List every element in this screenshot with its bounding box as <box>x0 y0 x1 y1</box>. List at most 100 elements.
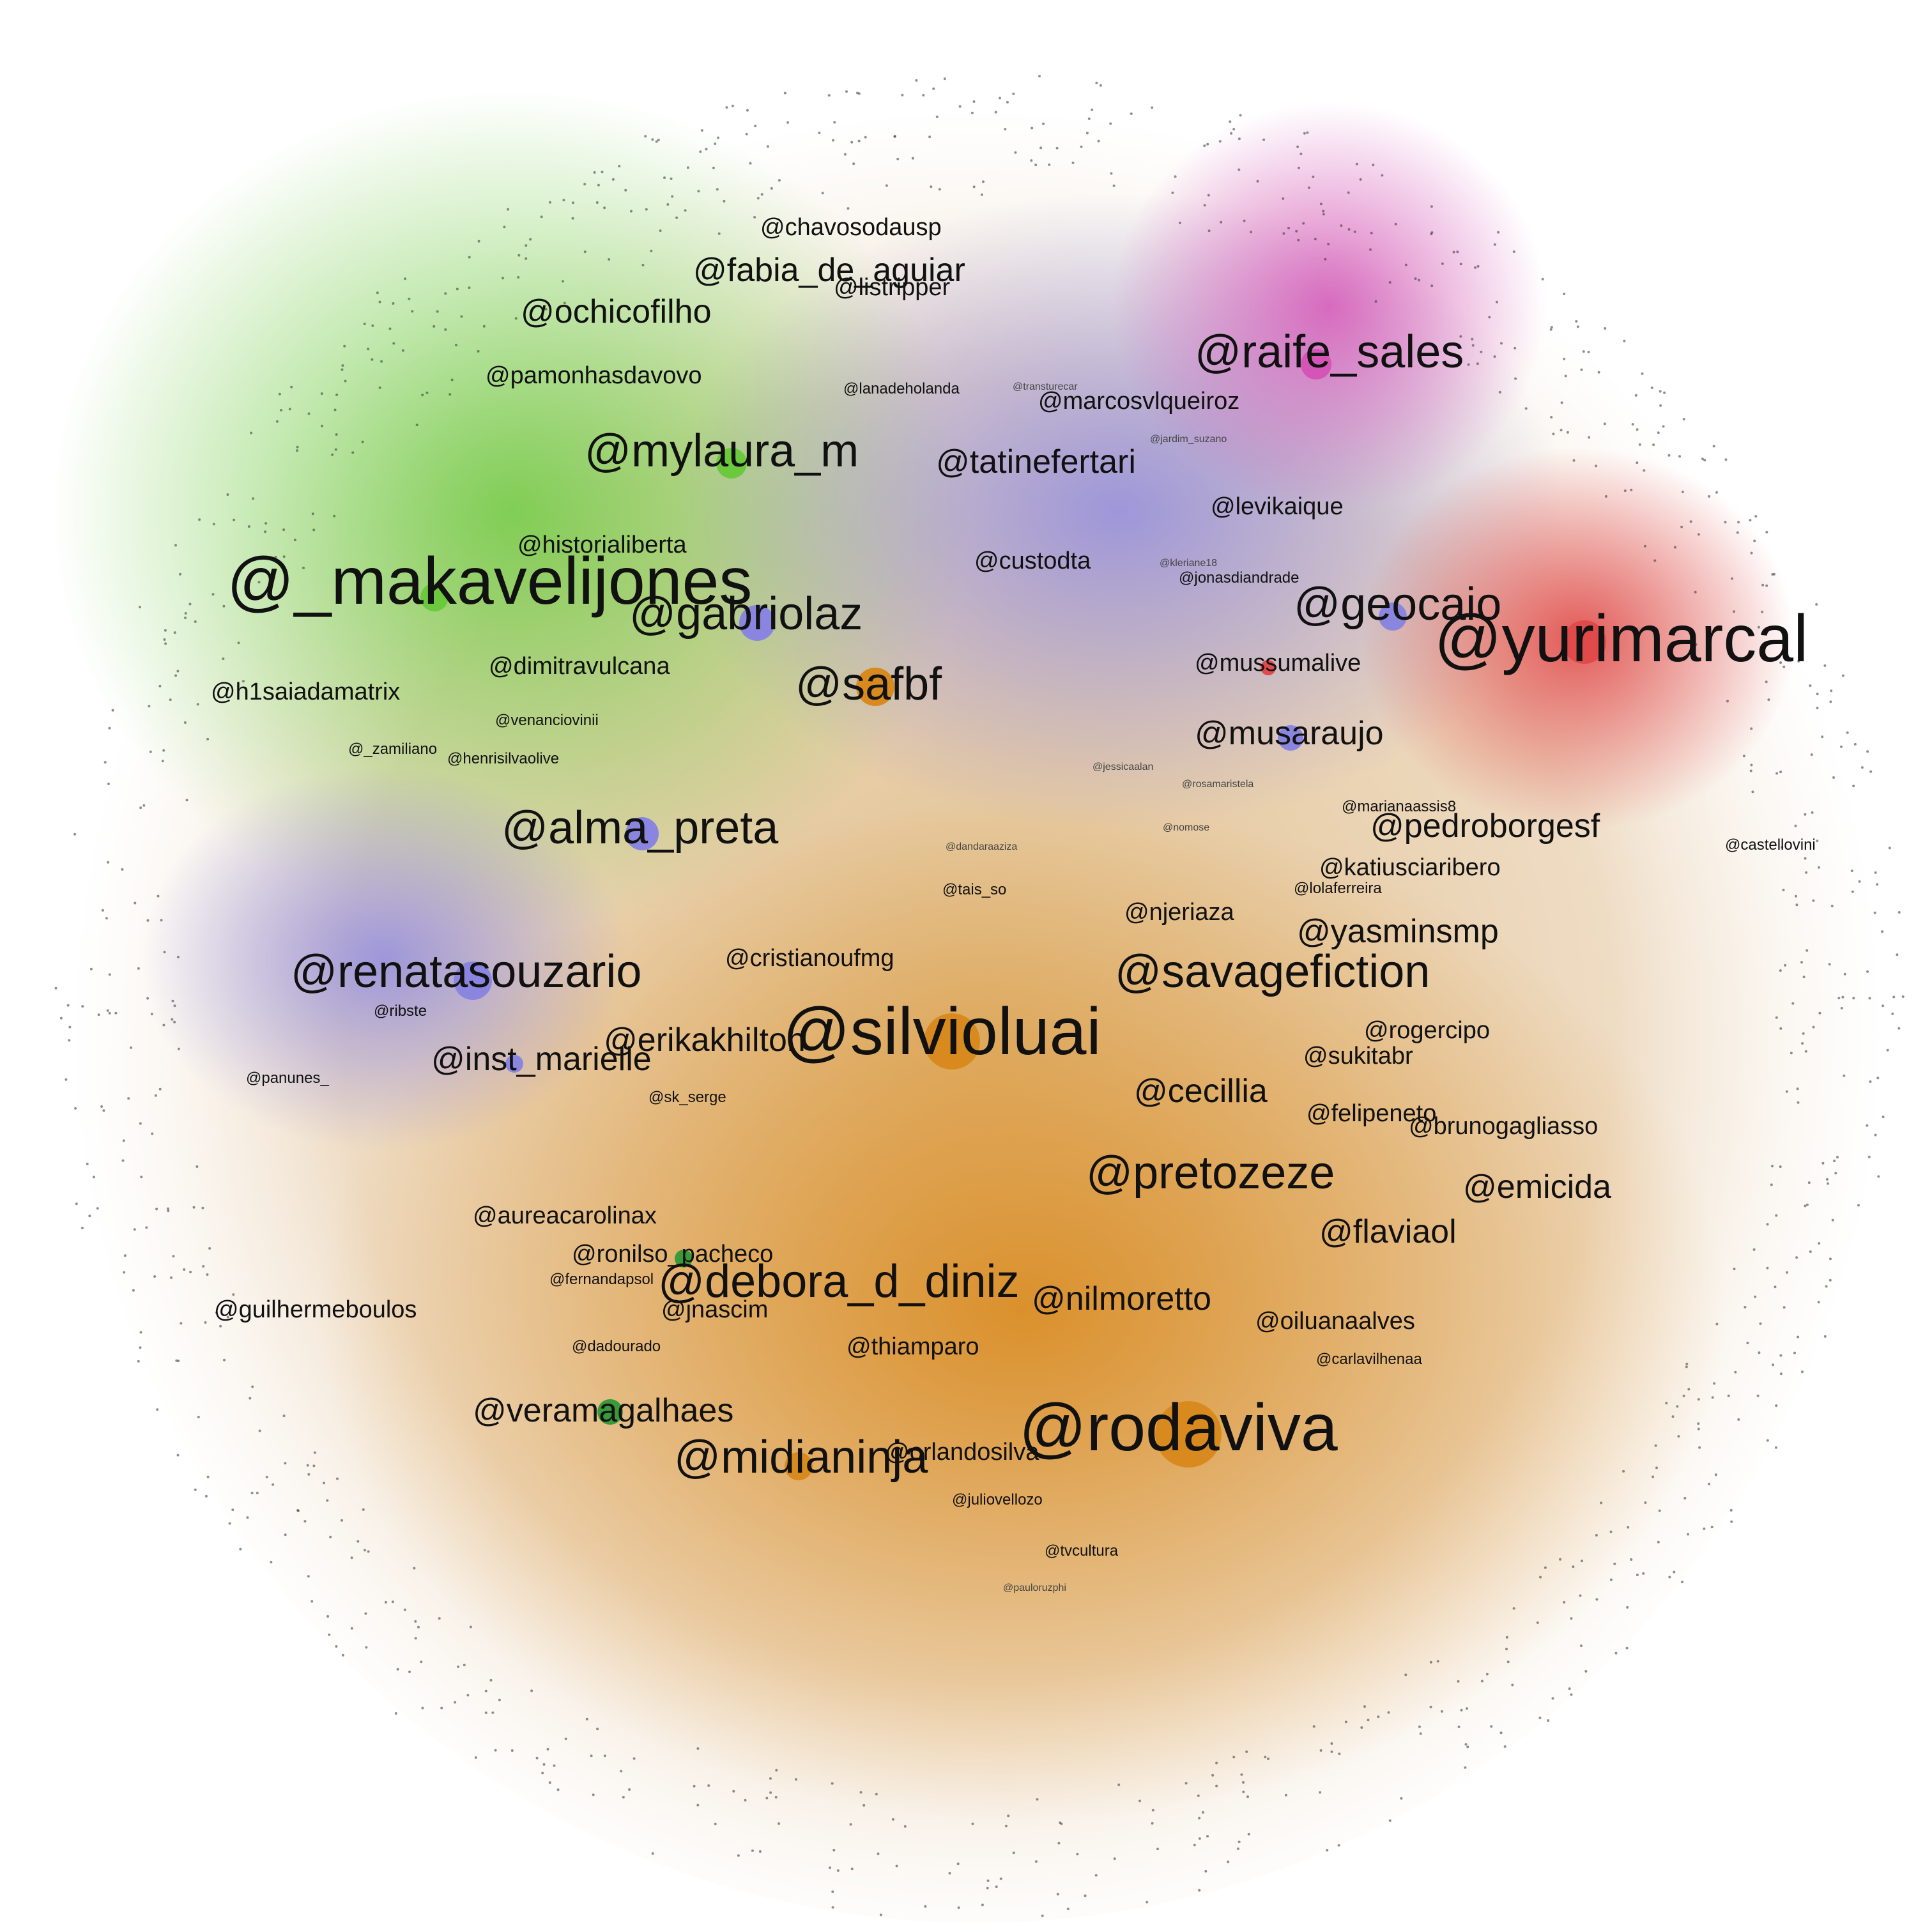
peripheral-node <box>1802 976 1805 979</box>
peripheral-node <box>986 1879 990 1882</box>
peripheral-node <box>1665 1402 1668 1405</box>
peripheral-node <box>1737 521 1740 524</box>
peripheral-node <box>1801 1042 1804 1045</box>
peripheral-node <box>1772 1363 1775 1367</box>
peripheral-node <box>1830 689 1833 693</box>
peripheral-node <box>183 721 187 724</box>
peripheral-node <box>1726 700 1729 703</box>
peripheral-node <box>1713 1382 1716 1385</box>
peripheral-node <box>1886 1048 1889 1052</box>
peripheral-node <box>1891 1012 1894 1015</box>
peripheral-node <box>1319 203 1322 206</box>
label-midianinja: @midianinja <box>674 1432 928 1483</box>
peripheral-node <box>146 919 150 922</box>
peripheral-node <box>1866 1124 1869 1127</box>
peripheral-node <box>1851 890 1854 893</box>
peripheral-node <box>206 1475 210 1478</box>
peripheral-node <box>363 323 366 325</box>
peripheral-node <box>1779 1354 1782 1357</box>
peripheral-node <box>1710 1526 1713 1529</box>
peripheral-node <box>885 184 888 187</box>
peripheral-node <box>1623 489 1627 493</box>
peripheral-node <box>1853 742 1857 746</box>
peripheral-node <box>1457 1725 1460 1728</box>
peripheral-node <box>1014 151 1017 154</box>
peripheral-node <box>596 1728 599 1731</box>
peripheral-node <box>1758 1351 1761 1354</box>
peripheral-node <box>1809 1250 1812 1254</box>
label-juliovellozo: @juliovellozo <box>952 1491 1043 1508</box>
peripheral-node <box>1754 515 1758 518</box>
node-ronilso <box>675 1250 693 1268</box>
peripheral-node <box>611 178 615 181</box>
peripheral-node <box>1625 1646 1629 1650</box>
peripheral-node <box>1761 610 1764 613</box>
peripheral-node <box>1430 205 1433 208</box>
peripheral-node <box>264 522 268 525</box>
peripheral-node <box>1663 391 1666 394</box>
peripheral-node <box>1659 390 1662 393</box>
peripheral-node <box>982 180 985 183</box>
peripheral-node <box>502 277 504 280</box>
peripheral-node <box>1636 1574 1639 1577</box>
peripheral-node <box>548 1781 551 1784</box>
peripheral-node <box>644 135 647 138</box>
peripheral-node <box>930 185 933 188</box>
peripheral-node <box>1307 186 1310 189</box>
label-panunes: @panunes_ <box>246 1070 329 1087</box>
peripheral-node <box>341 1653 344 1657</box>
peripheral-node <box>1084 1894 1087 1897</box>
peripheral-node <box>1544 1566 1547 1569</box>
peripheral-node <box>593 171 596 174</box>
peripheral-node <box>1347 191 1350 194</box>
peripheral-node <box>255 557 258 560</box>
peripheral-node <box>603 206 606 210</box>
peripheral-node <box>1897 911 1901 914</box>
peripheral-node <box>256 1491 259 1494</box>
peripheral-node <box>1643 469 1646 472</box>
peripheral-node <box>1207 194 1210 197</box>
peripheral-node <box>1804 857 1807 860</box>
peripheral-node <box>1347 228 1351 231</box>
peripheral-node <box>641 263 645 266</box>
peripheral-node <box>714 142 717 145</box>
peripheral-node <box>1805 949 1809 952</box>
peripheral-node <box>169 698 172 702</box>
peripheral-node <box>510 1749 514 1752</box>
peripheral-node <box>1796 1087 1799 1091</box>
peripheral-node <box>556 1788 560 1791</box>
peripheral-node <box>544 307 548 310</box>
peripheral-node <box>241 680 245 683</box>
peripheral-node <box>1394 222 1397 226</box>
peripheral-node <box>1452 250 1455 254</box>
peripheral-node <box>1757 625 1760 629</box>
peripheral-node <box>176 956 180 958</box>
peripheral-node <box>361 440 364 443</box>
peripheral-node <box>1004 1825 1008 1828</box>
peripheral-node <box>450 378 454 381</box>
peripheral-node <box>935 115 939 118</box>
node-musaraujo <box>1278 725 1303 751</box>
peripheral-node <box>696 1804 700 1807</box>
peripheral-node <box>1584 1670 1588 1673</box>
peripheral-node <box>468 286 471 289</box>
peripheral-node <box>174 674 178 677</box>
peripheral-node <box>1240 1773 1243 1776</box>
peripheral-node <box>1613 1562 1616 1565</box>
peripheral-node <box>1459 335 1462 338</box>
peripheral-node <box>928 135 931 139</box>
peripheral-node <box>535 1756 539 1759</box>
label-dimitravulcana: @dimitravulcana <box>489 653 670 680</box>
peripheral-node <box>1538 1716 1542 1719</box>
peripheral-node <box>1297 238 1300 241</box>
peripheral-node <box>371 324 374 327</box>
peripheral-node <box>1430 233 1433 236</box>
peripheral-node <box>770 187 773 190</box>
green-cluster-region <box>51 89 971 933</box>
peripheral-node <box>686 166 689 169</box>
peripheral-node <box>233 518 236 521</box>
peripheral-node <box>1471 337 1474 341</box>
peripheral-node <box>1197 1794 1200 1797</box>
peripheral-node <box>404 277 407 280</box>
peripheral-node <box>176 670 180 673</box>
